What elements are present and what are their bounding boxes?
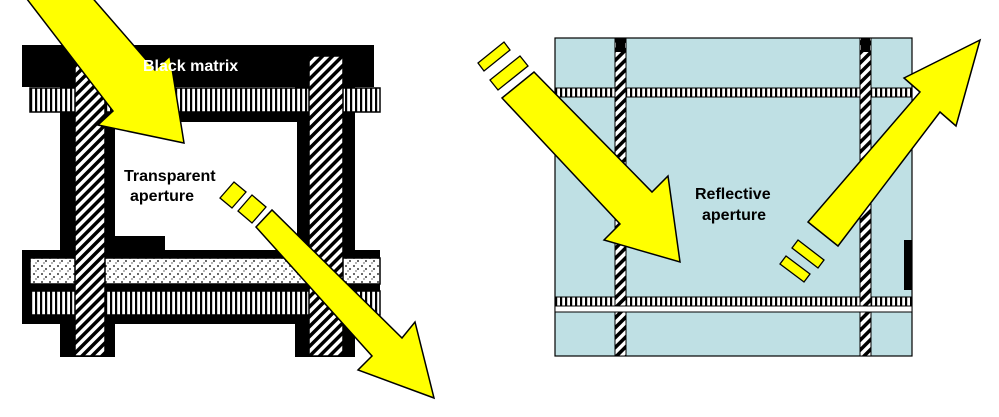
reflective-aperture-label-line1: Reflective bbox=[695, 186, 771, 203]
transmissive-pixel: Black matrix Transparent aperture bbox=[22, 0, 436, 400]
reflected-light-arrow bbox=[779, 38, 982, 283]
reflective-aperture-label-line2: aperture bbox=[702, 207, 766, 224]
transparent-aperture-label-line2: aperture bbox=[130, 188, 194, 205]
transmitted-light-arrow bbox=[219, 181, 436, 400]
reflective-gate-line-top bbox=[554, 87, 913, 98]
reflective-incident-arrow bbox=[477, 41, 681, 264]
reflective-gate-line-bottom bbox=[554, 296, 913, 307]
reflective-pixel: Reflective aperture bbox=[477, 37, 982, 357]
data-line-right bbox=[308, 55, 344, 357]
data-line-left bbox=[74, 55, 106, 357]
incident-light-arrow bbox=[26, 0, 185, 144]
black-matrix-label: Black matrix bbox=[143, 58, 238, 75]
transparent-aperture-label-line1: Transparent bbox=[124, 168, 216, 185]
